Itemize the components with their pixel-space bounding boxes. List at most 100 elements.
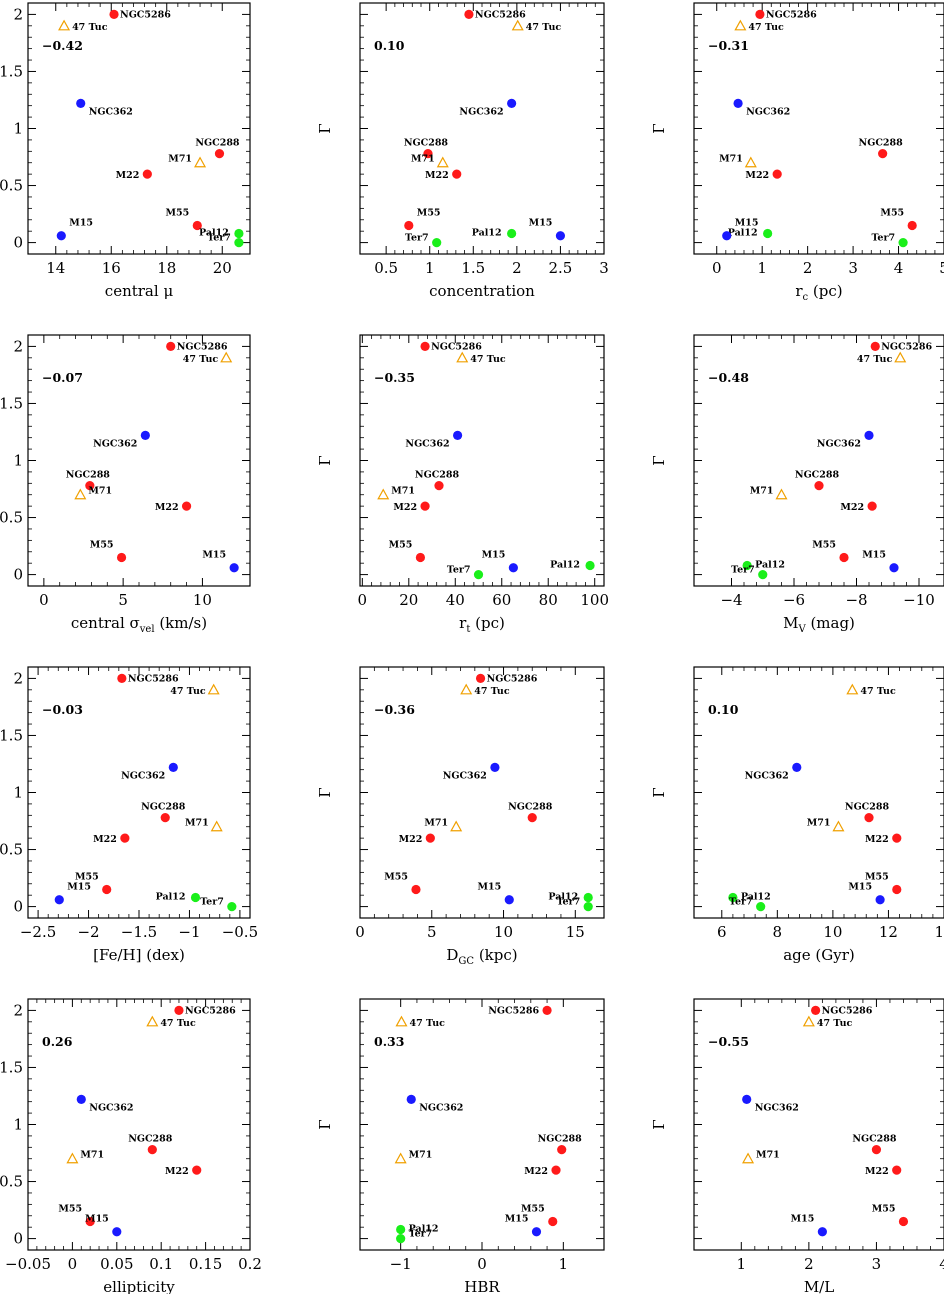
data-point <box>507 228 517 239</box>
x-axis-label: ellipticity <box>103 1278 175 1294</box>
point-label: Ter7 <box>200 897 224 908</box>
data-point <box>147 1145 157 1155</box>
point-label: Pal12 <box>199 227 229 238</box>
correlation-annotation: 0.10 <box>374 38 405 53</box>
data-point <box>511 19 524 31</box>
y-tick-label: 0 <box>13 1230 23 1248</box>
data-point <box>423 149 433 159</box>
x-tick-label: −1 <box>178 923 200 941</box>
data-point <box>583 901 593 912</box>
point-label: NGC288 <box>66 470 111 481</box>
data-point <box>415 552 426 563</box>
data-point <box>192 220 202 231</box>
x-tick-label: 0.5 <box>374 259 398 277</box>
y-tick-label: 1.5 <box>0 394 23 412</box>
point-label: M22 <box>840 502 864 513</box>
x-axis-label: [Fe/H] (dex) <box>93 946 185 964</box>
point-label: Pal12 <box>728 227 758 238</box>
data-point <box>542 1005 552 1016</box>
data-point <box>76 1094 86 1104</box>
point-label: Ter7 <box>447 565 471 576</box>
x-tick-label: −2 <box>77 923 99 941</box>
x-tick-label: 0 <box>39 591 49 609</box>
point-label: M55 <box>812 539 836 550</box>
point-label: 47 Tuc <box>857 354 893 365</box>
point-label: Pal12 <box>741 891 771 902</box>
x-tick-label: 8 <box>773 923 783 941</box>
point-label: NGC5286 <box>881 341 932 352</box>
scatter-panel: 0 0.5 1 1.5 2 −0.05 0 0.05 0.1 0.15 0.2 ellipticity… <box>0 998 262 1294</box>
y-axis-label: Γ <box>650 455 668 465</box>
point-label: M22 <box>425 170 449 181</box>
y-tick-label: 2 <box>13 5 23 23</box>
x-tick-label: 0 <box>712 259 722 277</box>
x-tick-label: 1 <box>737 1255 747 1273</box>
point-label: 47 Tuc <box>409 1018 445 1029</box>
point-label: NGC5286 <box>488 1005 539 1016</box>
data-point <box>142 169 152 179</box>
data-point <box>775 488 788 500</box>
point-label: M15 <box>735 218 759 229</box>
data-point <box>229 563 239 573</box>
point-label: Pal12 <box>755 559 785 570</box>
x-tick-label: 12 <box>879 923 898 941</box>
x-tick-label: 80 <box>539 591 558 609</box>
scatter-panel: 6 8 10 12 14 age (Gyr) Γ 0.10 47 Tuc NGC362 NGC288… <box>650 666 944 964</box>
x-tick-label: 20 <box>213 259 232 277</box>
correlation-annotation: 0.26 <box>42 1034 73 1049</box>
data-point <box>878 149 888 159</box>
x-tick-label: −6 <box>783 591 805 609</box>
data-point <box>394 1152 407 1164</box>
data-point <box>585 560 595 571</box>
point-label: NGC362 <box>89 106 133 117</box>
scatter-panel: 0 0.5 1 1.5 2 0 5 10 central σvel (km/s) −0.07 NGC… <box>0 334 251 635</box>
data-point <box>396 1224 406 1235</box>
correlation-annotation: −0.03 <box>42 702 83 717</box>
point-label: NGC5286 <box>822 1005 873 1016</box>
point-label: M55 <box>880 207 904 218</box>
point-label: M55 <box>389 539 413 550</box>
scatter-panel: 0 1 2 3 4 5 rc (pc) Γ −0.31 NGC5286 47 Tuc NGC362 NG… <box>650 2 944 303</box>
scatter-panel: 0.5 1 1.5 2 2.5 3 concentration Γ 0.10 NGC528647 … <box>316 2 609 300</box>
point-label: NGC362 <box>745 770 789 781</box>
point-label: NGC288 <box>404 138 449 149</box>
data-point <box>756 901 766 912</box>
x-tick-label: 1 <box>559 1255 569 1273</box>
y-tick-label: 0 <box>13 566 23 584</box>
correlation-annotation: −0.35 <box>374 370 415 385</box>
data-point <box>434 481 444 491</box>
point-label: NGC362 <box>93 438 137 449</box>
x-tick-label: 18 <box>157 259 176 277</box>
data-point <box>722 231 732 241</box>
x-tick-label: 1 <box>757 259 767 277</box>
data-point <box>839 552 849 563</box>
data-point <box>207 683 220 695</box>
scatter-panel: 0 5 10 15 DGC (kpc) Γ −0.36 NGC5286 47 Tuc NGC362… <box>316 666 605 967</box>
data-point <box>555 231 566 241</box>
x-axis-label: MV (mag) <box>783 614 855 635</box>
point-label: Ter7 <box>871 233 895 244</box>
point-label: NGC288 <box>845 802 890 813</box>
data-point <box>432 237 442 248</box>
point-label: 47 Tuc <box>474 686 510 697</box>
data-point <box>504 895 514 905</box>
data-point <box>174 1005 184 1016</box>
x-tick-label: 10 <box>494 923 513 941</box>
correlation-annotation: −0.55 <box>708 1034 749 1049</box>
point-label: M71 <box>88 486 112 497</box>
point-label: Ter7 <box>557 897 581 908</box>
data-point <box>758 569 768 580</box>
point-label: M15 <box>529 218 553 229</box>
data-point <box>907 220 917 231</box>
scatter-panel: −1 0 1 HBR Γ 0.33 NGC5286 47 Tuc NGC362 NGC288 M71… <box>316 998 605 1294</box>
point-label: M71 <box>807 818 831 829</box>
x-tick-label: 5 <box>118 591 128 609</box>
data-point <box>406 1094 416 1104</box>
point-label: Ter7 <box>731 565 755 576</box>
data-point <box>814 481 824 491</box>
point-label: NGC362 <box>405 438 449 449</box>
data-point <box>811 1005 821 1016</box>
x-tick-label: 14 <box>46 259 65 277</box>
x-tick-label: 10 <box>193 591 212 609</box>
x-tick-label: 0 <box>477 1255 487 1273</box>
